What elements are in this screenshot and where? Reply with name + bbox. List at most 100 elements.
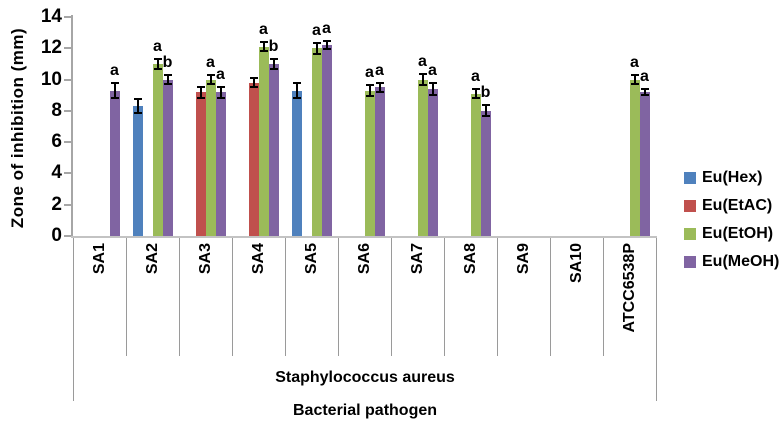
error-bar [252,78,255,88]
category-separator [73,238,74,401]
bar [629,79,640,236]
error-bar [643,88,646,96]
error-bar-cap [322,40,331,43]
bar [427,88,438,236]
error-bar [136,99,139,114]
group-label: Staphylococcus aureus [275,369,455,386]
y-tick [64,203,71,206]
significance-letter: b [480,84,491,102]
error-bar-cap [312,41,321,44]
y-tick-label: 8 [51,99,62,121]
error-bar-cap [153,58,162,61]
error-bar [378,82,381,93]
y-tick-label: 14 [40,6,62,27]
x-category-label: SA9 [514,243,532,275]
bar [248,82,259,236]
category-separator [338,238,339,356]
error-bar-cap [216,96,225,99]
error-bar [633,74,636,85]
x-category-label: ATCC6538P [620,243,638,333]
error-bar-cap [259,41,268,44]
error-bar-cap [292,97,301,100]
error-bar [431,82,434,96]
bar [470,93,481,236]
error-bar-cap [196,96,205,99]
significance-letter: a [216,65,225,83]
bar [205,79,216,236]
significance-letter: a [365,64,374,82]
error-bar [368,85,371,96]
category-separator [285,238,286,356]
y-tick-label: 4 [51,162,62,184]
category-separator [126,238,127,356]
y-tick [64,172,71,175]
legend-label: Eu(EtOH) [702,225,774,242]
bar [374,87,385,236]
bar [162,79,173,236]
error-bar-cap [418,84,427,87]
error-bar [209,74,212,85]
error-bar-cap [196,85,205,88]
bar [215,92,226,236]
error-bar-cap [249,86,258,89]
y-tick-label: 0 [51,225,62,246]
legend-swatch [684,255,696,268]
error-bar-cap [153,67,162,70]
bar [639,92,650,236]
x-category-label: SA4 [249,243,267,275]
error-bar [156,59,159,69]
error-bar-cap [630,83,639,86]
legend: Eu(Hex) Eu(EtAC) Eu(EtOH) Eu(MeOH) [684,168,779,271]
error-bar-cap [163,83,172,86]
error-bar-cap [163,73,172,76]
y-tick [64,109,71,112]
category-separator [179,238,180,356]
x-category-label: SA6 [355,243,373,275]
y-tick [64,235,71,237]
error-bar-cap [110,82,119,85]
significance-letter: a [110,62,119,80]
y-tick-label: 6 [51,131,62,153]
x-category-label: SA2 [143,243,161,275]
category-separator [444,238,445,356]
legend-swatch [684,199,696,212]
error-bar-cap [428,81,437,84]
error-bar-cap [471,87,480,90]
error-bar-cap [481,104,490,107]
error-bar-cap [133,112,142,115]
bar [132,106,143,236]
error-bar [315,42,318,54]
bar [480,110,491,236]
x-category-label: SA8 [461,243,479,275]
bar [321,45,332,236]
error-bar-cap [481,115,490,118]
bar [268,63,279,236]
bar [417,79,428,236]
error-bar-cap [375,91,384,94]
error-bar-cap [312,52,321,55]
bar [311,48,322,236]
legend-item: Eu(EtAC) [684,196,779,215]
error-bar [272,59,275,69]
error-bar-cap [206,83,215,86]
y-axis-line [71,15,73,236]
y-tick-label: 10 [40,68,62,90]
significance-letter: a [153,38,162,56]
error-bar-cap [365,94,374,97]
error-bar-cap [471,97,480,100]
legend-swatch [684,227,696,240]
error-bar-cap [640,94,649,97]
bar [258,46,269,236]
category-separator [497,238,498,356]
error-bar [325,41,328,50]
error-bar-cap [206,73,215,76]
error-bar [295,82,298,99]
bar [109,90,120,236]
significance-letter: a [259,21,268,39]
error-bar-cap [630,73,639,76]
y-tick [64,16,71,18]
x-axis-line [71,236,657,238]
legend-label: Eu(EtAC) [702,197,773,214]
category-separator [550,238,551,356]
category-separator [391,238,392,356]
